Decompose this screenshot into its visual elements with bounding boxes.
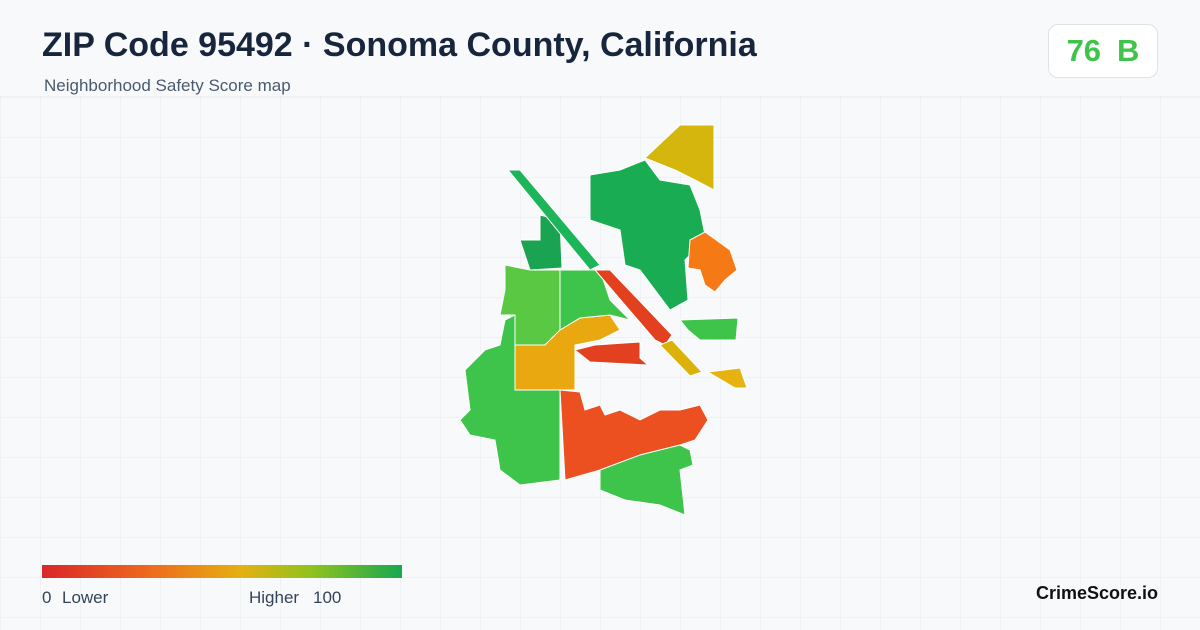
region [687, 231, 738, 293]
score-grade: B [1117, 33, 1140, 68]
region [506, 169, 601, 271]
brand: CrimeScore.io [1035, 583, 1158, 603]
region [678, 317, 739, 341]
legend-min-label: Lower [62, 588, 109, 607]
regions [459, 124, 748, 516]
score-value: 76 [1066, 33, 1102, 68]
region [573, 341, 650, 366]
legend-max-label: Higher [249, 588, 300, 607]
legend-gradient [42, 565, 402, 578]
region [593, 269, 673, 346]
region [459, 314, 561, 486]
title: ZIP Code 95492 · Sonoma County, Californ… [42, 26, 757, 64]
region [706, 367, 748, 389]
region [514, 314, 621, 391]
region [644, 124, 715, 191]
legend-max: 100 [313, 588, 342, 607]
region [599, 444, 694, 516]
region [659, 339, 703, 377]
score-badge: 76 B [1048, 24, 1158, 78]
subtitle: Neighborhood Safety Score map [44, 76, 291, 95]
legend-min: 0 [42, 588, 52, 607]
